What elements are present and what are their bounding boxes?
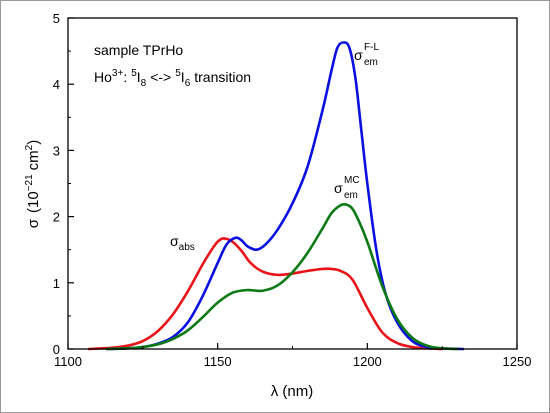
x-tick-label: 1100 — [54, 354, 82, 369]
level2-multiplicity: 5 — [175, 68, 181, 79]
x-tick-label: 1150 — [204, 354, 232, 369]
x-tick-label: 1250 — [503, 354, 532, 369]
y-tick-label: 4 — [53, 77, 60, 92]
series-label-absorption: σabs — [170, 233, 195, 253]
y-axis-title: σ(10−21cm2) — [24, 140, 42, 228]
series-label-emission-fl: σF-L em — [354, 42, 379, 68]
y-tick-label: 3 — [53, 143, 60, 158]
x-axis-title: λ (nm) — [271, 383, 314, 400]
series-line-absorption — [87, 237, 444, 351]
y-tick-label: 1 — [53, 276, 60, 291]
y-tick-label: 5 — [53, 11, 60, 26]
x-tick-label: 1200 — [353, 354, 382, 369]
y-tick-label: 0 — [53, 342, 60, 357]
series-label-emission-mc: σMC em — [334, 175, 360, 201]
y-tick-label: 2 — [53, 210, 60, 225]
level1-term: I — [137, 69, 141, 85]
level1-multiplicity: 5 — [131, 68, 137, 79]
series-line-emission-fl — [105, 41, 465, 351]
sample-annotation: sample TPrHo — [94, 42, 183, 58]
colon-text: : — [123, 69, 127, 85]
ion-charge: 3+ — [112, 68, 124, 79]
transition-word: transition — [194, 69, 251, 85]
arrow-text: <-> — [150, 69, 171, 85]
level2-term: I — [181, 69, 185, 85]
transition-annotation: Ho3+: 5I8 <-> 5I6 transition — [94, 68, 251, 89]
level2-sub: 6 — [185, 78, 191, 89]
level1-sub: 8 — [141, 78, 147, 89]
series-line-emission-mc — [105, 202, 459, 351]
ion-text: Ho — [94, 69, 112, 85]
